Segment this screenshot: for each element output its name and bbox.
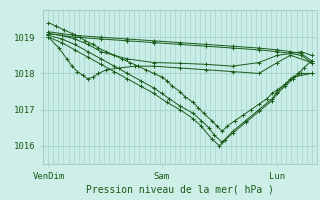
X-axis label: Pression niveau de la mer( hPa ): Pression niveau de la mer( hPa ) bbox=[86, 185, 274, 195]
